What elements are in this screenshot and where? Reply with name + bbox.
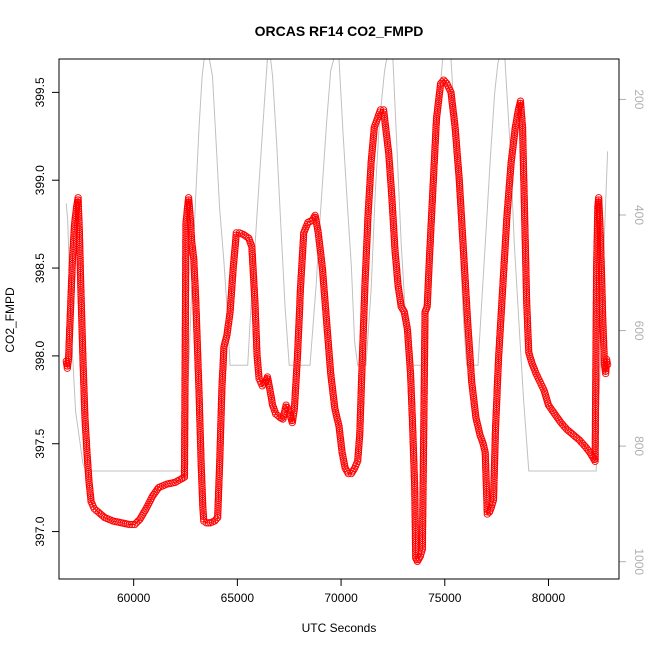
y-axis-label: CO2_FMPD xyxy=(3,287,17,353)
x-tick-label: 65000 xyxy=(221,591,255,605)
chart-title: ORCAS RF14 CO2_FMPD xyxy=(255,23,424,39)
secondary-tick-label: 600 xyxy=(632,321,646,341)
y-tick-label: 397.5 xyxy=(33,428,47,458)
secondary-tick-label: 200 xyxy=(632,89,646,109)
y-tick-label: 399.5 xyxy=(33,77,47,107)
secondary-tick-label: 800 xyxy=(632,436,646,456)
x-tick-label: 60000 xyxy=(117,591,151,605)
x-axis-label: UTC Seconds xyxy=(302,621,377,635)
y-tick-label: 397.0 xyxy=(33,516,47,546)
secondary-tick-label: 400 xyxy=(632,205,646,225)
chart: ORCAS RF14 CO2_FMPD UTC Seconds CO2_FMPD… xyxy=(0,0,650,650)
x-tick-label: 75000 xyxy=(428,591,462,605)
secondary-tick-label: 1000 xyxy=(632,548,646,575)
y-tick-label: 399.0 xyxy=(33,165,47,195)
x-tick-label: 80000 xyxy=(532,591,566,605)
y-tick-label: 398.0 xyxy=(33,341,47,371)
y-tick-label: 398.5 xyxy=(33,253,47,283)
x-tick-label: 70000 xyxy=(324,591,358,605)
